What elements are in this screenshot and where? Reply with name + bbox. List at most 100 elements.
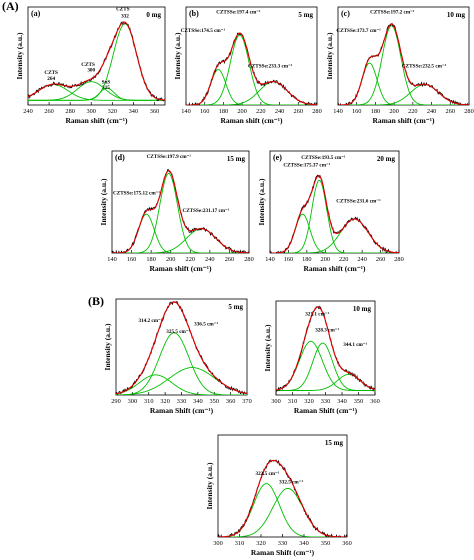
plot-frame [27,6,166,106]
peak-annotation: 332.5 cm⁻¹ [279,480,303,486]
raw-spectrum [270,174,399,253]
sample-label: 5 mg [298,11,313,19]
peak-annotation: CZTS [116,7,130,13]
y-axis-label: Intensity (a.u.) [103,323,112,370]
plot-frame [111,150,250,254]
fit-component-peak [276,342,375,391]
peak-annotation: 322.5 cm⁻¹ [256,471,280,477]
x-tick-label: 140 [107,256,116,263]
fit-component-peak [116,332,247,395]
fit-component-peak [116,374,247,395]
peak-annotation: CZTSSe:197.9 cm⁻¹ [147,154,192,160]
x-tick-label: 240 [275,108,284,115]
x-tick-label: 220 [186,256,195,263]
x-tick-label: 310 [235,540,244,547]
x-tick-label: 320 [304,398,313,405]
plot-frame [217,434,348,538]
x-tick-label: 180 [302,256,311,263]
x-tick-label: 360 [226,398,235,405]
peak-annotation: 332 [121,13,129,19]
sample-label: 10 mg [353,305,372,313]
panel-label: (b) [189,9,199,18]
raman-chart-a-a: 240 260 280 300 320 340 360 Raman shift (cm⁻¹) I… [15,6,166,125]
x-tick-label: 330 [321,398,330,405]
x-tick-label: 330 [278,540,287,547]
fit-component-peak [28,81,165,101]
peak-annotation: CZTSSe:175.12 cm⁻¹ [113,191,160,197]
fit-component-peak [338,84,469,105]
x-tick-label: 200 [389,108,398,115]
raman-chart-b-5: 290 300 310 320 330 340 350 360 370 Raman Shift (… [103,298,252,415]
section-b-label: (B) [88,294,104,308]
x-axis-label: Raman shift (cm⁻¹) [220,116,283,125]
x-tick-label: 300 [128,398,137,405]
x-axis-label: Raman shift (cm⁻¹) [65,116,128,125]
raman-chart-a-d: 140 160 180 200 220 240 260 280 Raman shift (cm⁻… [99,150,254,273]
x-tick-label: 200 [321,256,330,263]
x-tick-label: 260 [446,108,455,115]
peak-annotation: 315 [102,85,110,91]
sample-label: 10 mg [447,11,466,19]
x-tick-label: 340 [129,108,138,115]
cumulative-fit [270,175,399,253]
fit-component-peak [186,81,317,105]
peak-annotation: CZTSSe:197.2 cm⁻¹ [370,10,415,16]
raw-spectrum [218,459,347,537]
peak-annotation: CZTSSe:193.5 cm⁻¹ [301,155,346,161]
x-tick-label: 360 [150,108,159,115]
peak-annotation: 264 [47,76,55,82]
x-axis-label: Raman shift (cm⁻¹) [149,264,212,273]
x-tick-label: 160 [127,256,136,263]
y-axis-label: Intensity (a.u.) [257,178,266,225]
x-tick-label: 140 [333,108,342,115]
peak-annotation: CZTSSe:231.6 cm⁻¹ [336,198,381,204]
x-tick-label: 160 [284,256,293,263]
panel-label: (a) [31,9,41,18]
x-tick-label: 340 [299,540,308,547]
x-tick-label: 280 [464,108,473,115]
raman-chart-a-c: 140 160 180 200 220 240 260 280 Raman shift (cm⁻… [325,6,474,125]
peak-annotation: 328.3 cm⁻¹ [315,327,339,333]
x-tick-label: 160 [352,108,361,115]
x-tick-label: 300 [87,108,96,115]
y-axis-label: Intensity (a.u.) [205,462,214,509]
y-axis-label: Intensity (a.u.) [263,324,272,371]
x-axis-label: Raman Shift (cm⁻¹) [294,406,358,415]
raw-spectrum [116,301,247,395]
peak-annotation: CZTSSe:231.17 cm⁻¹ [182,208,229,214]
x-tick-label: 350 [321,540,330,547]
peak-annotation: CZTSSe:197.4 cm⁻¹ [216,10,261,16]
y-axis-label: Intensity (a.u.) [325,32,334,79]
x-tick-label: 140 [265,256,274,263]
x-tick-label: 240 [23,108,32,115]
x-tick-label: 280 [312,108,321,115]
x-tick-label: 320 [160,398,169,405]
y-axis-label: Intensity (a.u.) [173,32,182,79]
x-tick-label: 310 [144,398,153,405]
x-axis-label: Raman Shift (cm⁻¹) [251,548,315,557]
x-tick-label: 160 [200,108,209,115]
raman-chart-a-b: 140 160 180 200 220 240 260 280 Raman shift (cm⁻… [173,6,322,125]
fit-component-peak [276,340,375,391]
sample-label: 5 mg [228,303,243,311]
x-tick-label: 290 [111,398,120,405]
cumulative-fit [116,301,247,395]
x-tick-label: 310 [288,398,297,405]
cumulative-fit [276,306,375,391]
cumulative-fit [186,32,317,105]
cumulative-fit [112,170,249,253]
peak-annotation: 300 [87,67,95,73]
x-tick-label: 340 [193,398,202,405]
x-tick-label: 360 [370,398,379,405]
peak-annotation: 325.5 cm⁻¹ [166,329,190,335]
panel-label: (e) [273,153,282,162]
x-tick-label: 260 [376,256,385,263]
fit-component-peak [28,23,165,101]
fit-component-peak [28,87,165,101]
x-tick-label: 280 [394,256,403,263]
peak-annotation: 314.2 cm⁻¹ [138,318,162,324]
x-tick-label: 360 [342,540,351,547]
peak-annotation: CZTSSe:175.37 cm⁻¹ [283,163,330,169]
x-tick-label: 220 [256,108,265,115]
x-axis-label: Raman shift (cm⁻¹) [303,264,366,273]
